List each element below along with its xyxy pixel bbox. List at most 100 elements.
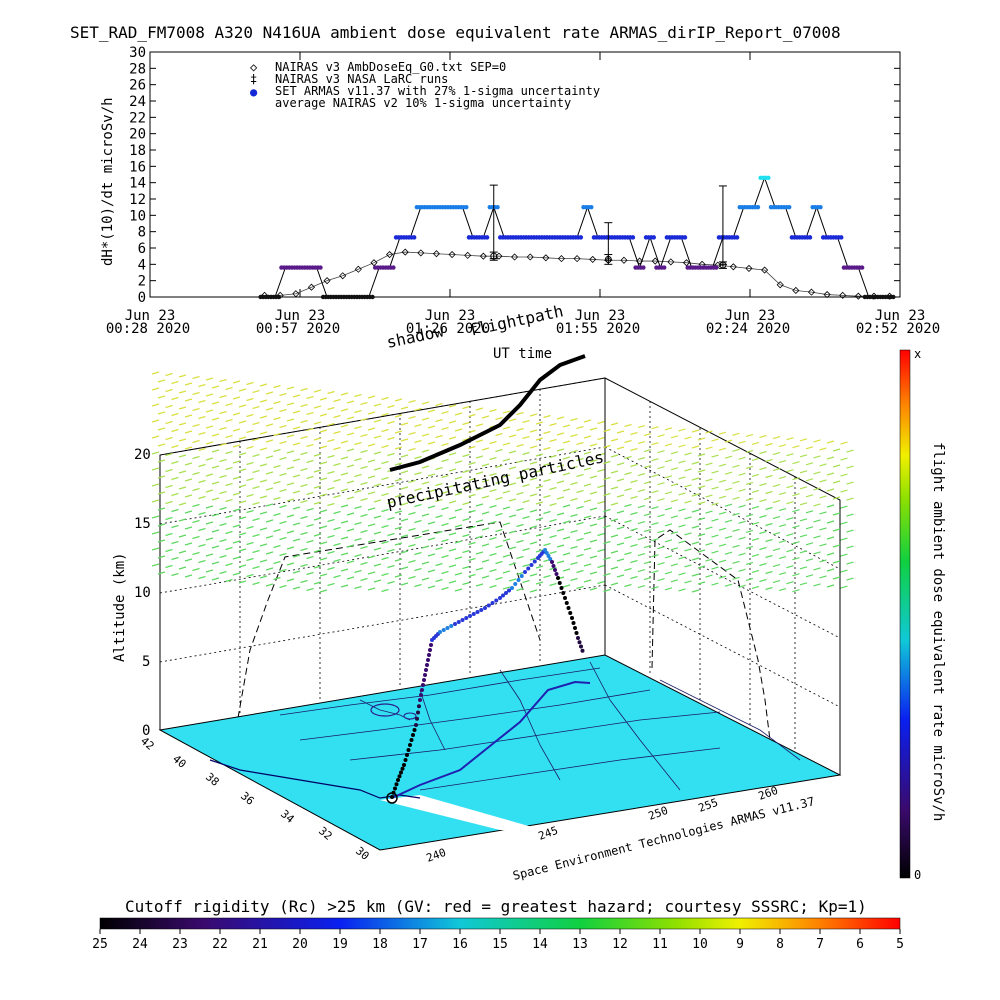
flight-path-point xyxy=(504,591,508,595)
particle-mark xyxy=(529,525,538,529)
flight-path-point xyxy=(475,610,480,614)
particle-mark xyxy=(786,437,794,441)
particle-mark xyxy=(570,513,578,518)
particle-mark xyxy=(265,455,274,459)
particle-mark xyxy=(286,402,295,406)
particle-mark xyxy=(745,561,754,565)
particle-mark xyxy=(435,482,443,487)
flight-path-point xyxy=(408,743,412,747)
particle-mark xyxy=(792,493,800,497)
cutoff-tick-label: 12 xyxy=(612,937,628,952)
particle-mark xyxy=(813,567,821,571)
z-tick-5: 5 xyxy=(142,654,150,670)
particle-mark xyxy=(630,543,638,548)
particle-mark xyxy=(670,451,679,455)
flight-path-point xyxy=(460,618,465,622)
particle-mark xyxy=(489,584,497,589)
particle-mark xyxy=(813,439,821,443)
particle-mark xyxy=(562,456,571,460)
particle-mark xyxy=(819,463,827,467)
particle-mark xyxy=(400,502,409,506)
flight-path-point xyxy=(550,560,554,564)
particle-mark xyxy=(367,395,376,399)
particle-mark xyxy=(846,577,854,581)
particle-mark xyxy=(475,503,484,507)
particle-mark xyxy=(495,448,503,453)
particle-mark xyxy=(381,588,389,593)
particle-mark xyxy=(319,541,328,545)
particle-mark xyxy=(354,393,362,398)
particle-mark xyxy=(340,568,349,572)
particle-mark xyxy=(327,406,335,411)
particle-mark xyxy=(300,435,308,440)
lat-tick-36: 36 xyxy=(238,789,257,807)
particle-mark xyxy=(543,574,551,579)
particle-mark xyxy=(846,545,854,549)
particle-mark xyxy=(610,470,619,474)
particle-mark xyxy=(643,497,652,501)
particle-mark xyxy=(778,540,787,544)
particle-mark xyxy=(259,575,268,579)
cutoff-colorbar: Cutoff rigidity (Rc) >25 km (GV: red = g… xyxy=(92,897,904,952)
flight-path-point xyxy=(556,576,560,580)
particle-mark xyxy=(259,383,268,387)
particle-mark xyxy=(273,432,281,437)
particle-mark xyxy=(219,474,227,479)
legend: ◇ NAIRAS v3 AmbDoseEq_G0.txt SEP=0 ‡ NAI… xyxy=(250,60,600,110)
particle-mark xyxy=(178,470,187,474)
particle-mark xyxy=(502,538,511,542)
particle-mark xyxy=(529,461,538,465)
flight-path-point xyxy=(571,621,576,625)
particle-mark xyxy=(805,478,814,482)
particle-mark xyxy=(684,468,692,472)
particle-mark xyxy=(273,480,281,485)
particle-mark xyxy=(556,512,565,516)
particle-mark xyxy=(576,569,584,574)
y-tick-label: 14 xyxy=(129,176,146,192)
cutoff-colorbar-gradient xyxy=(99,917,901,930)
particle-mark xyxy=(724,487,733,491)
particle-mark xyxy=(697,517,706,521)
particle-mark xyxy=(529,445,538,449)
particle-mark xyxy=(543,414,551,419)
x-tick-label-time: 00:28 2020 xyxy=(106,321,190,337)
particle-mark xyxy=(468,525,476,530)
particle-mark xyxy=(367,427,376,431)
x-tick-label-date: Jun 23 xyxy=(725,308,776,324)
particle-mark xyxy=(562,536,571,540)
particle-mark xyxy=(448,468,457,472)
particle-mark xyxy=(799,486,808,490)
nairas-v3-point xyxy=(464,251,472,259)
particle-mark xyxy=(616,574,625,578)
particle-mark xyxy=(157,523,166,527)
particle-mark xyxy=(273,416,281,421)
particle-mark xyxy=(319,573,328,577)
particle-mark xyxy=(427,569,436,573)
x-tick-label-date: Jun 23 xyxy=(575,308,626,324)
particle-mark xyxy=(637,473,646,477)
particle-mark xyxy=(522,579,530,584)
particle-mark xyxy=(441,506,449,511)
particle-mark xyxy=(697,437,706,441)
ground-track xyxy=(391,680,591,799)
x-tick-label-time: 01:55 2020 xyxy=(556,321,640,337)
particle-mark xyxy=(529,477,538,481)
particle-mark xyxy=(643,465,652,469)
particle-mark xyxy=(300,547,308,552)
particle-mark xyxy=(583,483,592,487)
particle-mark xyxy=(448,516,457,520)
particle-mark xyxy=(414,423,422,428)
particle-mark xyxy=(468,557,476,562)
particle-mark xyxy=(657,450,665,454)
cutoff-tick-label: 14 xyxy=(532,937,548,952)
cutoff-tick-label: 25 xyxy=(92,937,108,952)
particle-mark xyxy=(232,524,241,528)
shadow-flightpath xyxy=(389,354,586,472)
particle-mark xyxy=(718,447,727,451)
particle-mark xyxy=(624,583,632,588)
particle-mark xyxy=(225,450,233,455)
armas-point xyxy=(630,235,636,240)
particle-mark xyxy=(381,428,389,433)
particle-mark xyxy=(346,464,355,468)
